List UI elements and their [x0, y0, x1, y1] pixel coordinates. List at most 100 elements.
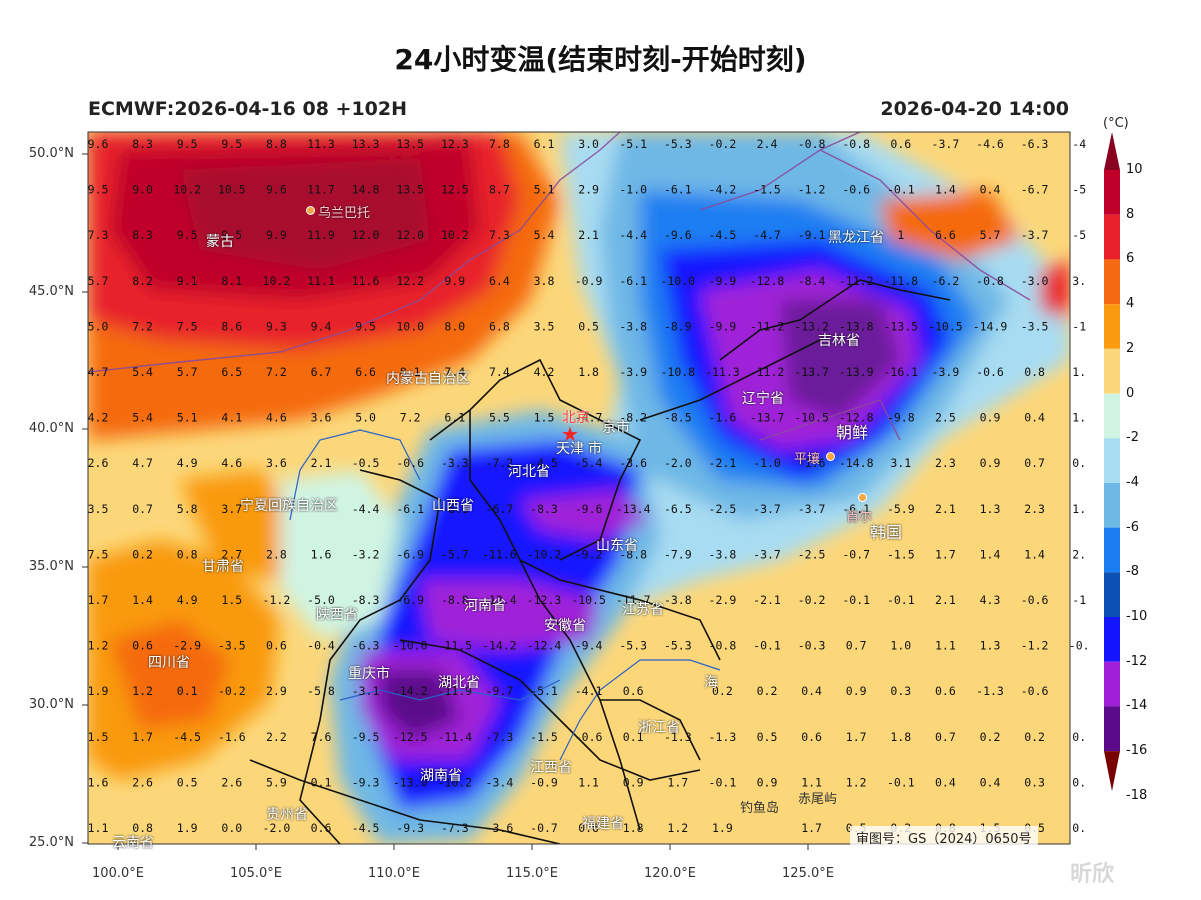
grid-value: 9.5 [177, 228, 198, 242]
grid-value: 10.2 [173, 183, 201, 197]
grid-value: 6.6 [355, 365, 376, 379]
grid-value: -5.1 [530, 684, 558, 698]
grid-value: 3.8 [534, 274, 555, 288]
grid-value: 4.2 [88, 411, 109, 425]
grid-value: 7.2 [266, 365, 287, 379]
grid-value: -16.1 [883, 365, 918, 379]
grid-value: -5.3 [664, 639, 692, 653]
grid-value: -3.8 [709, 547, 737, 561]
grid-value: -11.2 [750, 365, 785, 379]
colorbar-label: -2 [1126, 430, 1139, 446]
watermark: 昕欣 [1070, 862, 1115, 887]
grid-value: -1.2 [263, 593, 291, 607]
grid-value: -0.7 [530, 821, 558, 835]
grid-value: -5.7 [441, 547, 469, 561]
grid-value: -9.4 [575, 639, 603, 653]
grid-value: 1.2 [667, 821, 688, 835]
grid-value: 0.2 [980, 730, 1001, 744]
grid-value: -1.5 [530, 730, 558, 744]
grid-value: 1.9 [88, 684, 109, 698]
grid-value: 0.6 [311, 821, 332, 835]
grid-value: -1 [1072, 593, 1086, 607]
grid-value: 10.5 [218, 183, 246, 197]
grid-value: 0.6 [132, 639, 153, 653]
grid-value: 1.2 [846, 775, 867, 789]
grid-value: 8.1 [400, 365, 421, 379]
grid-value: 0.6 [801, 730, 822, 744]
grid-value: -3.6 [486, 821, 514, 835]
grid-value: -3.4 [486, 775, 514, 789]
lon-tick-label: 100.0°E [92, 866, 144, 881]
grid-value: 13.5 [396, 183, 424, 197]
grid-value: 4.7 [132, 456, 153, 470]
grid-value: 11.1 [307, 274, 335, 288]
grid-value: 1.1 [578, 775, 599, 789]
grid-value: -1.5 [887, 547, 915, 561]
grid-value: 2.6 [88, 456, 109, 470]
grid-value: 0.9 [846, 684, 867, 698]
grid-value: 2.1 [935, 593, 956, 607]
grid-value: -0.1 [887, 183, 915, 197]
grid-value: -3.9 [619, 365, 647, 379]
lon-tick-label: 105.0°E [230, 866, 282, 881]
grid-value: 0. [1072, 730, 1086, 744]
grid-value: -5.9 [887, 502, 915, 516]
grid-value: -12.8 [839, 411, 874, 425]
colorbar-top-arrow [1104, 132, 1120, 170]
grid-value: 1.4 [935, 183, 956, 197]
grid-value: -6.1 [396, 502, 424, 516]
grid-value: 5.4 [534, 228, 555, 242]
lon-tick-label: 125.0°E [782, 866, 834, 881]
grid-value: 0.8 [177, 547, 198, 561]
grid-value: -4.7 [753, 228, 781, 242]
grid-value: 9.5 [221, 228, 242, 242]
grid-value: 2.6 [132, 775, 153, 789]
grid-value: -7.3 [486, 730, 514, 744]
country-boundaries [88, 132, 1031, 441]
grid-value: -13.8 [839, 319, 874, 333]
grid-value: 5.4 [132, 365, 153, 379]
lon-tick-label: 110.0°E [368, 866, 420, 881]
grid-value: 1.7 [801, 821, 822, 835]
grid-value: -6.1 [619, 274, 647, 288]
grid-value: 2.3 [1024, 502, 1045, 516]
grid-value: 4.6 [221, 456, 242, 470]
colorbar-segment [1104, 348, 1120, 394]
grid-value: 6.4 [489, 274, 510, 288]
colorbar-label: 2 [1126, 340, 1135, 356]
grid-value: 9.9 [266, 228, 287, 242]
grid-value: -6.7 [486, 502, 514, 516]
grid-value: 12.5 [441, 183, 469, 197]
grid-value: -0.6 [976, 365, 1004, 379]
grid-value: 4.9 [177, 593, 198, 607]
grid-value: 4.6 [266, 411, 287, 425]
grid-value: -4.4 [352, 502, 380, 516]
grid-value: -3.7 [753, 547, 781, 561]
temperature-field [88, 132, 1070, 844]
grid-value: -2.1 [753, 593, 781, 607]
grid-value: -2.9 [709, 593, 737, 607]
valid-time-label: 2026-04-20 14:00 [880, 98, 1069, 120]
grid-value: -4.7 [575, 411, 603, 425]
grid-value: 11.9 [307, 228, 335, 242]
lat-tick-label: 25.0°N [28, 835, 74, 850]
grid-value: 2.1 [935, 502, 956, 516]
grid-value: 14.8 [352, 183, 380, 197]
grid-value: 1.7 [132, 730, 153, 744]
grid-value: 1.7 [846, 730, 867, 744]
grid-value: -0.6 [1021, 593, 1049, 607]
grid-value: 12.3 [441, 137, 469, 151]
grid-value: 5.7 [88, 274, 109, 288]
lon-tick-label: 120.0°E [644, 866, 696, 881]
grid-value: 1. [1072, 365, 1086, 379]
grid-value: 1.9 [177, 821, 198, 835]
grid-value: 1.8 [623, 821, 644, 835]
lat-tick-label: 35.0°N [28, 559, 74, 574]
grid-value: 3. [1072, 274, 1086, 288]
grid-value: -6.6 [441, 502, 469, 516]
grid-value: -0.6 [1021, 684, 1049, 698]
grid-value: -8.8 [619, 547, 647, 561]
grid-value: 7.3 [88, 228, 109, 242]
grid-value: -1.3 [664, 730, 692, 744]
